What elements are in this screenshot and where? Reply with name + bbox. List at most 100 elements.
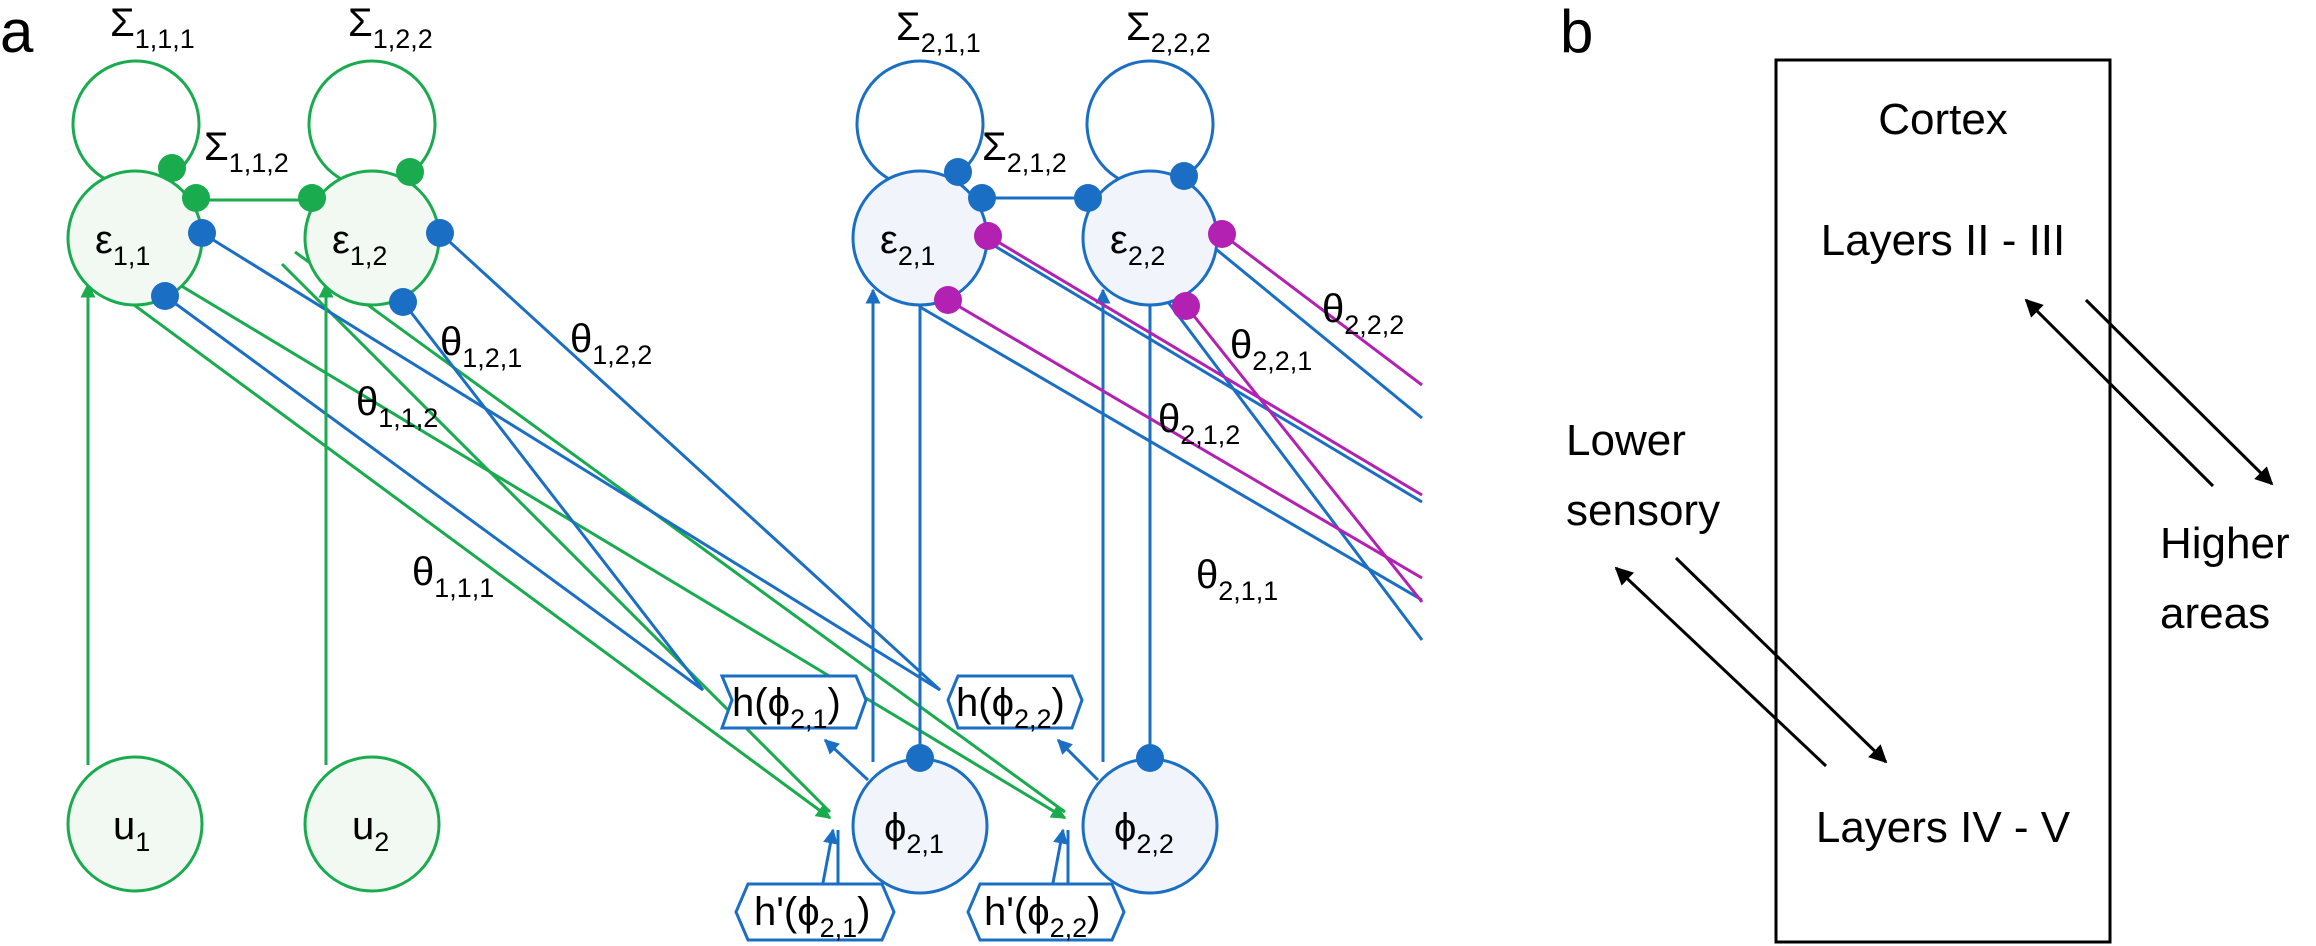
label-sigma-1-2-2: Σ1,2,2 [348, 1, 433, 54]
dot-blue-sigma211 [944, 158, 972, 186]
label-hp-2-1: h'(ϕ2,1) [754, 890, 870, 943]
label-h-2-1: h(ϕ2,1) [732, 681, 841, 734]
green-line-eps12-phi21 [280, 262, 832, 814]
dot-blue-eps11-b [151, 282, 179, 310]
magenta-line-eps21-out-a [947, 298, 1423, 580]
dot-magenta-eps22-b [1172, 292, 1200, 320]
node-eps-2-1 [851, 169, 989, 307]
blue-line-h22-eps11 [201, 231, 941, 692]
label-u-1: u1 [113, 804, 150, 857]
label-eps-1-1: ε1,1 [95, 218, 150, 271]
label-theta-1-1-2: θ1,1,2 [356, 380, 438, 433]
blue-line-eps22-out-a [1148, 277, 1424, 641]
lower-sensory-label-line1: Lower [1566, 416, 1686, 465]
arrow-to-higher-areas [2084, 298, 2274, 486]
label-theta-1-1-1: θ1,1,1 [412, 550, 494, 603]
label-sigma-2-2-2: Σ2,2,2 [1126, 5, 1211, 58]
blue-line-eps22-out-b [1199, 234, 1423, 420]
node-u-1 [66, 755, 204, 893]
panel-a: a [0, 0, 1424, 943]
label-theta-1-2-2: θ1,2,2 [570, 317, 652, 370]
box-h-2-1 [719, 674, 868, 730]
higher-areas-label-line1: Higher [2160, 519, 2290, 568]
higher-areas-label-line2: areas [2160, 589, 2270, 638]
blue-line-hp21-phi21-a [820, 828, 838, 889]
label-theta-2-1-1: θ2,1,1 [1196, 553, 1278, 606]
green-line-eps11-phi22 [129, 253, 1067, 820]
panel-a-label: a [0, 0, 34, 65]
dot-green-sigma112-left [182, 184, 210, 212]
label-sigma-1-1-1: Σ1,1,1 [110, 1, 195, 54]
node-eps-1-2 [303, 169, 441, 307]
dot-magenta-eps22-a [1208, 220, 1236, 248]
dot-green-sigma112-right [298, 184, 326, 212]
dot-blue-eps12-b [389, 288, 417, 316]
node-u-2 [303, 755, 441, 893]
blue-line-h22-eps12 [438, 231, 942, 692]
theta-labels: θ1,2,2 θ1,2,1 θ1,1,2 θ1,1,1 θ2,2,2 θ2,2,… [356, 287, 1404, 606]
blue-line-hp22-phi22-a [1050, 828, 1068, 889]
label-sigma-2-1-1: Σ2,1,1 [896, 5, 981, 58]
label-theta-2-2-2: θ2,2,2 [1322, 287, 1404, 340]
dot-blue-eps11-a [188, 219, 216, 247]
dot-green-sigma111 [158, 154, 186, 182]
blue-line-eps21-out-b [977, 234, 1423, 504]
green-line-eps12-phi22 [294, 250, 1066, 814]
arrow-to-layers-4-5 [1674, 556, 1888, 764]
label-theta-2-1-2: θ2,1,2 [1158, 397, 1240, 450]
label-phi-2-1: ϕ2,1 [884, 806, 944, 859]
node-labels: ε1,1 ε1,2 u1 u2 ε2,1 ε2,2 ϕ2,1 ϕ2,2 [95, 218, 1174, 859]
arrow-to-lower-sensory [1614, 566, 1828, 768]
flow-arrows [1614, 298, 2274, 768]
arrow-to-layers-2-3 [2024, 298, 2215, 488]
cortex-box [1774, 58, 2112, 944]
blue-line-h21-eps12 [401, 301, 705, 691]
connections [80, 196, 1424, 889]
node-eps-2-2 [1081, 169, 1219, 307]
blue-line-phi22-h22 [1056, 738, 1100, 782]
label-sigma-2-1-2: Σ2,1,2 [982, 125, 1067, 178]
label-theta-2-2-1: θ2,2,1 [1230, 323, 1312, 376]
dot-blue-sigma212-right [1074, 184, 1102, 212]
sigma-labels: Σ1,1,1 Σ1,2,2 Σ1,1,2 Σ2,1,1 Σ2,2,2 Σ2,1,… [110, 1, 1211, 178]
layers-2-3-label: Layers II - III [1821, 216, 2066, 265]
dot-blue-sigma222 [1170, 162, 1198, 190]
blue-line-h21-eps11 [164, 294, 704, 692]
node-eps-1-1 [66, 169, 204, 307]
function-boxes [719, 674, 1126, 942]
synapse-dots [151, 154, 1236, 772]
label-eps-1-2: ε1,2 [332, 218, 387, 271]
cortex-title: Cortex [1878, 95, 2008, 144]
box-h-2-2 [946, 674, 1084, 730]
layers-4-5-label: Layers IV - V [1816, 803, 2071, 852]
label-hp-2-2: h'(ϕ2,2) [984, 890, 1100, 943]
label-theta-1-2-1: θ1,2,1 [440, 320, 522, 373]
label-u-2: u2 [352, 804, 389, 857]
dot-magenta-eps21-b [934, 286, 962, 314]
dot-blue-phi21 [906, 744, 934, 772]
label-phi-2-2: ϕ2,2 [1114, 806, 1174, 859]
label-sigma-1-1-2: Σ1,1,2 [204, 125, 289, 178]
blue-line-phi21-h21 [823, 738, 870, 782]
magenta-line-eps22-out-b [1221, 232, 1423, 387]
panel-b-label: b [1560, 0, 1593, 65]
dot-blue-sigma212-left [968, 184, 996, 212]
node-phi-2-2 [1081, 757, 1219, 895]
node-circles [66, 169, 1219, 895]
box-hp-2-2 [966, 882, 1126, 942]
blue-line-eps21-out-a [919, 305, 1423, 602]
dot-magenta-eps21-a [974, 222, 1002, 250]
green-line-eps11-phi21 [91, 272, 832, 820]
lower-sensory-label-line2: sensory [1566, 486, 1720, 535]
dot-green-sigma122 [396, 158, 424, 186]
label-eps-2-2: ε2,2 [1110, 218, 1165, 271]
function-box-labels: h(ϕ2,1) h(ϕ2,2) h'(ϕ2,1) h'(ϕ2,2) [732, 681, 1100, 943]
magenta-line-eps21-out-b [987, 234, 1423, 497]
node-phi-2-1 [851, 757, 989, 895]
magenta-line-eps22-out-a [1184, 305, 1424, 603]
dot-blue-phi22 [1136, 744, 1164, 772]
box-hp-2-1 [734, 882, 896, 942]
label-eps-2-1: ε2,1 [880, 218, 935, 271]
dot-blue-eps12-a [426, 219, 454, 247]
